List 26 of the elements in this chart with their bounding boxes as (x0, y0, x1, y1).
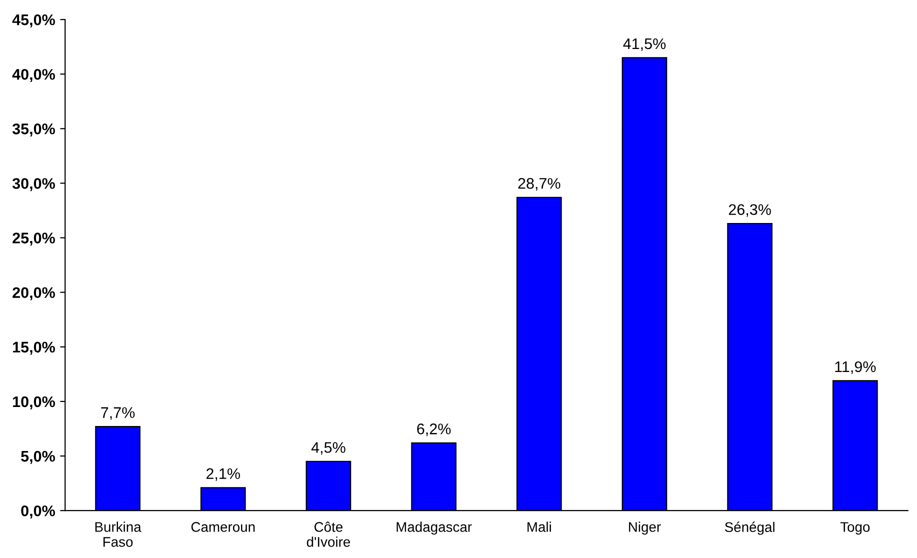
y-tick-label: 0,0% (21, 505, 55, 518)
x-tick-label: Cameroun (191, 522, 255, 532)
y-tick-label: 10,0% (13, 396, 55, 410)
y-tick-label: 35,0% (12, 124, 55, 137)
y-tick-label: 25,0% (12, 232, 55, 246)
data-label: 6,2% (417, 424, 451, 436)
y-tick-label: 30,0% (12, 178, 55, 192)
data-label: 7,7% (101, 407, 135, 420)
x-tick-label: Burkina Faso (95, 522, 142, 547)
data-label: 2,1% (206, 468, 240, 481)
x-tick-label: Niger (629, 522, 661, 535)
x-tick-label: Sénégal (724, 522, 774, 535)
y-tick-label: 20,0% (12, 287, 55, 300)
data-label: 4,5% (311, 442, 346, 455)
data-label: 11,9% (835, 361, 876, 374)
data-label: 41,5% (623, 38, 666, 51)
y-tick-label: 40,0% (12, 68, 55, 82)
y-tick-label: 45,0% (12, 14, 55, 28)
data-label: 26,3% (728, 204, 771, 217)
x-tick-label: Madagascar (396, 522, 472, 535)
y-tick-label: 5,0% (21, 450, 55, 464)
x-tick-label: Togo (840, 522, 870, 535)
x-tick-label: Côte d'Ivoire (306, 522, 350, 547)
y-tick-label: 15,0% (13, 342, 55, 355)
x-tick-label: Mali (528, 522, 551, 532)
data-label: 28,7% (518, 178, 560, 191)
